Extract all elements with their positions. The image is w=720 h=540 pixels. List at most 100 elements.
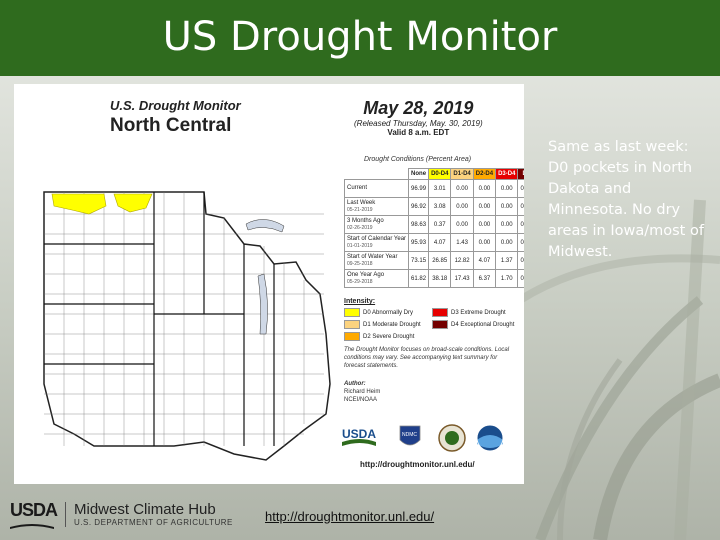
intensity-legend: Intensity: D0 Abnormally Dry D3 Extreme D… [344, 298, 520, 341]
col-d3-d4: D3-D4 [495, 168, 519, 180]
legend-swatch [344, 308, 360, 317]
row-label-text: Last Week [347, 199, 376, 206]
agency-logos: USDA NDMC [342, 424, 504, 452]
row-label: Last Week 05-21-2019 [343, 197, 410, 216]
d0-area-north-dakota [51, 193, 107, 215]
row-label: 3 Months Ago 02-26-2019 [343, 215, 410, 234]
map-header: U.S. Drought Monitor North Central [110, 98, 241, 137]
author-block: Author: Richard Heim NCEI/NOAA [344, 380, 380, 404]
legend-swatch [432, 320, 448, 329]
legend-item: D0 Abnormally Dry [344, 308, 432, 317]
table-cell: 0.00 [495, 179, 519, 198]
table-cell: 1.70 [495, 269, 519, 288]
table-cell: 95.93 [408, 233, 430, 252]
table-cell: 0.00 [517, 215, 524, 234]
lake-superior [245, 219, 285, 233]
d0-area-minnesota [113, 193, 153, 213]
table-header-row: None D0-D4 D1-D4 D2-D4 D3-D4 D4 [345, 168, 524, 180]
row-label-text: Current [347, 185, 368, 191]
usda-logo: USDA [342, 427, 376, 446]
legend-item: D3 Extreme Drought [432, 308, 520, 317]
svg-text:USDA: USDA [342, 427, 376, 441]
map-date-block: May 28, 2019 (Released Thursday, May. 30… [354, 98, 483, 137]
table-cell: 38.18 [428, 269, 452, 288]
author-name: Richard Heim [344, 389, 381, 395]
table-cell: 0.00 [517, 251, 524, 270]
table-cell: 96.92 [408, 197, 430, 216]
legend-label: D0 Abnormally Dry [363, 309, 414, 316]
col-d4: D4 [517, 168, 524, 180]
col-d2-d4: D2-D4 [472, 168, 497, 180]
col-none: None [408, 168, 430, 180]
legend-label: D4 Exceptional Drought [451, 321, 515, 328]
svg-text:NDMC: NDMC [402, 432, 417, 438]
table-cell: 17.43 [450, 269, 474, 288]
legend-swatch [344, 332, 360, 341]
row-label-date: 05-29-2018 [347, 278, 373, 285]
lake-michigan [257, 273, 268, 335]
legend-item: D1 Moderate Drought [344, 320, 432, 329]
table-cell: 0.00 [450, 197, 474, 216]
table-cell: 3.08 [428, 197, 452, 216]
table-cell: 0.00 [450, 179, 474, 198]
table-cell: 1.43 [450, 233, 474, 252]
hub-text-block: Midwest Climate Hub U.S. DEPARTMENT OF A… [65, 502, 233, 527]
table-cell: 0.00 [472, 197, 497, 216]
table-cell: 6.37 [472, 269, 497, 288]
col-d1-d4: D1-D4 [450, 168, 474, 180]
legend-swatch [344, 320, 360, 329]
row-label: Current [343, 179, 410, 198]
map-region: North Central [110, 115, 232, 136]
table-cell: 0.00 [472, 179, 497, 198]
noaa-logo [476, 424, 504, 452]
row-label: Start of Calendar Year 01-01-2019 [343, 233, 410, 252]
legend-item: D4 Exceptional Drought [432, 320, 520, 329]
table-row: Start of Calendar Year 01-01-2019 95.93 4.0… [343, 233, 524, 252]
intensity-title: Intensity: [344, 298, 376, 305]
table-cell: 4.07 [472, 251, 497, 270]
table-row: 3 Months Ago 02-26-2019 98.63 0.37 0.00 0.00 0… [343, 215, 524, 234]
table-cell: 98.63 [408, 215, 430, 234]
map-header-small: U.S. Drought Monitor [110, 98, 241, 113]
table-cell: 0.00 [495, 197, 519, 216]
row-label: Start of Water Year 09-25-2018 [343, 251, 410, 270]
table-cell: 96.99 [408, 179, 430, 198]
title-bar [0, 0, 720, 76]
row-label-text: Start of Water Year [347, 253, 398, 260]
north-central-map [43, 191, 331, 461]
row-label-date: 01-01-2019 [347, 242, 373, 249]
table-row: Last Week 05-21-2019 96.92 3.08 0.00 0.00 0.00… [343, 197, 524, 216]
legend-label: D1 Moderate Drought [363, 321, 421, 328]
table-cell: 0.00 [517, 197, 524, 216]
table-title: Drought Conditions (Percent Area) [364, 156, 472, 163]
usda-swoosh-icon [10, 524, 54, 529]
row-label-date: 05-21-2019 [347, 206, 373, 213]
usda-text: USDA [10, 500, 58, 520]
row-label-date: 09-25-2018 [347, 260, 373, 267]
table-cell: 26.85 [428, 251, 452, 270]
table-cell: 61.82 [408, 269, 430, 288]
table-cell: 0.00 [495, 215, 519, 234]
map-note: The Drought Monitor focuses on broad-sca… [344, 347, 510, 369]
slide-title: US Drought Monitor [162, 14, 558, 60]
map-released: (Released Thursday, May. 30, 2019) [354, 119, 483, 128]
drought-monitor-link[interactable]: http://droughtmonitor.unl.edu/ [265, 509, 435, 524]
table-cell: 4.07 [428, 233, 452, 252]
table-row: Start of Water Year 09-25-2018 73.15 26.85 1… [343, 251, 524, 270]
table-cell: 0.00 [495, 233, 519, 252]
legend-label: D2 Severe Drought [363, 333, 415, 340]
table-cell: 0.37 [428, 215, 452, 234]
legend-swatch [432, 308, 448, 317]
usda-seal-logo [438, 424, 466, 452]
drought-conditions-table: None D0-D4 D1-D4 D2-D4 D3-D4 D4 Current 9… [343, 168, 524, 288]
map-date: May 28, 2019 [363, 98, 474, 118]
table-cell: 12.82 [450, 251, 474, 270]
state-lines [44, 192, 275, 446]
row-label-text: 3 Months Ago [347, 217, 384, 224]
table-corner [345, 169, 409, 180]
map-valid: Valid 8 a.m. EDT [387, 128, 450, 137]
drought-monitor-image: U.S. Drought Monitor North Central May 2… [14, 84, 524, 484]
legend-item: D2 Severe Drought [344, 332, 432, 341]
